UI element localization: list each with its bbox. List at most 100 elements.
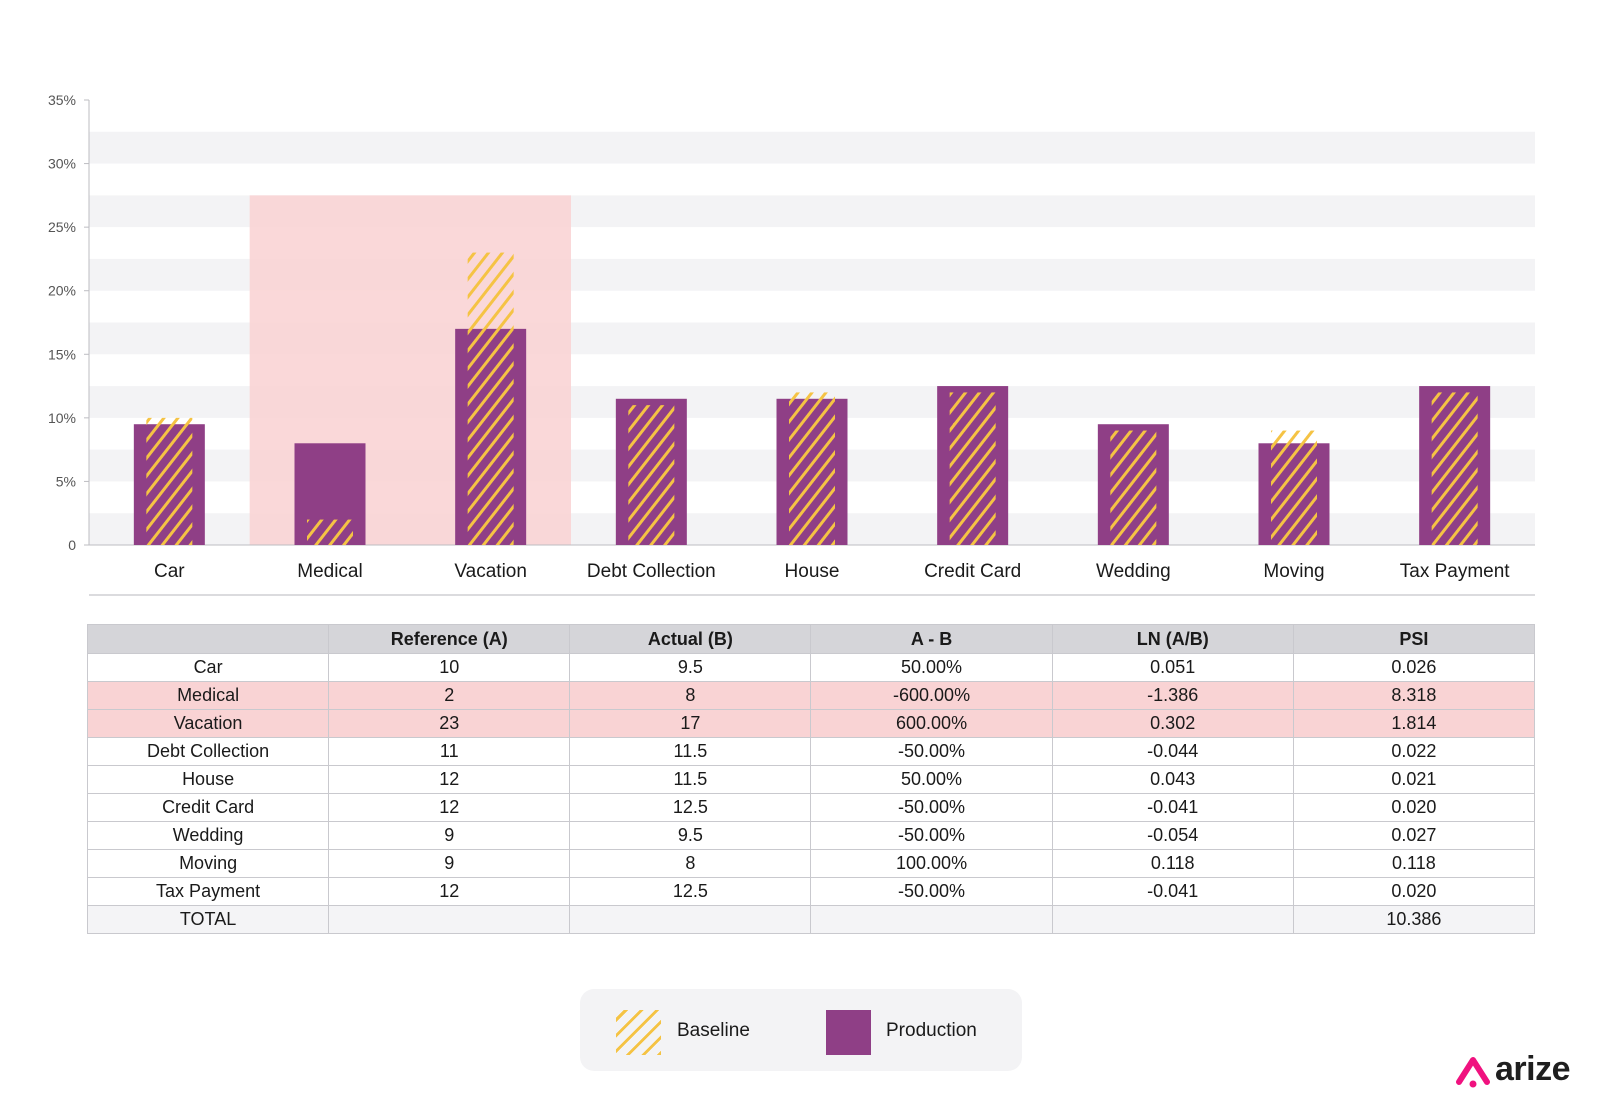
table-cell: 11 [328,737,571,766]
table-cell: 100.00% [810,849,1053,878]
psi-table: Reference (A) Actual (B) A - B LN (A/B) … [86,624,1536,934]
table-row: Debt Collection 11 11.5 -50.00% -0.044 0.022 [86,737,1536,766]
table-header-row: Reference (A) Actual (B) A - B LN (A/B) … [86,624,1536,654]
table-cell: -0.041 [1051,877,1294,906]
table-cell: 0.051 [1051,653,1294,682]
baseline-bar [307,519,353,545]
y-tick-label: 10% [48,410,76,426]
table-cell: 17 [569,709,812,738]
table-cell: 12 [328,793,571,822]
table-cell: 0.022 [1292,737,1536,766]
table-cell: -50.00% [810,793,1053,822]
table-header: Reference (A) [328,624,571,654]
table-cell: 0.021 [1292,765,1536,794]
table-cell: Credit Card [86,793,330,822]
baseline-bar [789,392,835,545]
table-cell: 0.026 [1292,653,1536,682]
table-cell: 600.00% [810,709,1053,738]
table-cell: -600.00% [810,681,1053,710]
table-cell: Vacation [86,709,330,738]
table-cell: 0.043 [1051,765,1294,794]
y-tick-label: 15% [48,346,76,362]
table-cell: 12 [328,765,571,794]
table-cell: Moving [86,849,330,878]
x-category-label: House [785,561,840,582]
table-cell: 12.5 [569,877,812,906]
table-cell: 8 [569,849,812,878]
table-cell: 0.302 [1051,709,1294,738]
legend-baseline-label: Baseline [677,1020,750,1041]
x-category-label: Debt Collection [587,561,716,582]
y-tick-label: 20% [48,283,76,299]
x-category-label: Wedding [1096,561,1171,582]
legend-production-label: Production [886,1020,977,1041]
production-swatch [826,1010,871,1055]
table-cell: -0.041 [1051,793,1294,822]
table-cell [569,905,812,934]
y-tick-label: 30% [48,156,76,172]
table-row: Moving 9 8 100.00% 0.118 0.118 [86,849,1536,878]
table-cell: 50.00% [810,765,1053,794]
table-cell: 0.020 [1292,793,1536,822]
table-cell: -50.00% [810,877,1053,906]
table-row: Vacation 23 17 600.00% 0.302 1.814 [86,709,1536,738]
table-header: PSI [1292,624,1536,654]
baseline-bar [1271,430,1317,545]
logo-wordmark: arize [1495,1050,1571,1088]
table-row: Wedding 9 9.5 -50.00% -0.054 0.027 [86,821,1536,850]
legend: Baseline Production [580,989,1022,1071]
table-cell: 2 [328,681,571,710]
table-row: TOTAL 10.386 [86,905,1536,934]
table-cell: -50.00% [810,821,1053,850]
table-cell: Debt Collection [86,737,330,766]
table-cell: 0.027 [1292,821,1536,850]
table-cell: House [86,765,330,794]
table-cell: 12 [328,877,571,906]
x-category-label: Moving [1263,561,1324,582]
baseline-bar [467,252,514,546]
table-cell [1051,905,1294,934]
table-cell: 0.118 [1292,849,1536,878]
y-tick-label: 35% [48,92,76,108]
x-category-label: Tax Payment [1400,561,1511,582]
table-cell: 10.386 [1292,905,1536,934]
table-cell: 0.118 [1051,849,1294,878]
table-header: A - B [810,624,1053,654]
table-cell: 23 [328,709,571,738]
x-category-label: Vacation [454,561,527,582]
table-cell: 12.5 [569,793,812,822]
table-row: Tax Payment 12 12.5 -50.00% -0.041 0.020 [86,877,1536,906]
table-cell: 9.5 [569,821,812,850]
table-cell: Tax Payment [86,877,330,906]
table-cell: TOTAL [86,905,330,934]
table-cell [810,905,1053,934]
table-cell: 11.5 [569,737,812,766]
x-category-label: Car [154,561,185,582]
baseline-bar [628,405,675,545]
table-cell: 0.020 [1292,877,1536,906]
table-cell: 8.318 [1292,681,1536,710]
table-cell: Car [86,653,330,682]
table-row: House 12 11.5 50.00% 0.043 0.021 [86,765,1536,794]
x-category-label: Medical [297,561,362,582]
table-cell: -0.044 [1051,737,1294,766]
table-cell: Wedding [86,821,330,850]
table-cell: 9.5 [569,653,812,682]
arize-logo-icon [1456,1057,1490,1088]
table-cell: 10 [328,653,571,682]
table-header [86,624,330,654]
table-header: LN (A/B) [1051,624,1294,654]
x-category-label: Credit Card [924,561,1021,582]
table-row: Medical 2 8 -600.00% -1.386 8.318 [86,681,1536,710]
table-cell: -1.386 [1051,681,1294,710]
y-tick-label: 0 [68,537,76,553]
arize-logo: arize [1455,1050,1585,1090]
table-cell: 1.814 [1292,709,1536,738]
baseline-bar [949,392,996,545]
baseline-bar [1431,392,1478,545]
table-cell: 50.00% [810,653,1053,682]
grid-band [89,131,1535,164]
baseline-swatch [616,1010,661,1055]
table-cell: 8 [569,681,812,710]
bars [133,252,1491,546]
